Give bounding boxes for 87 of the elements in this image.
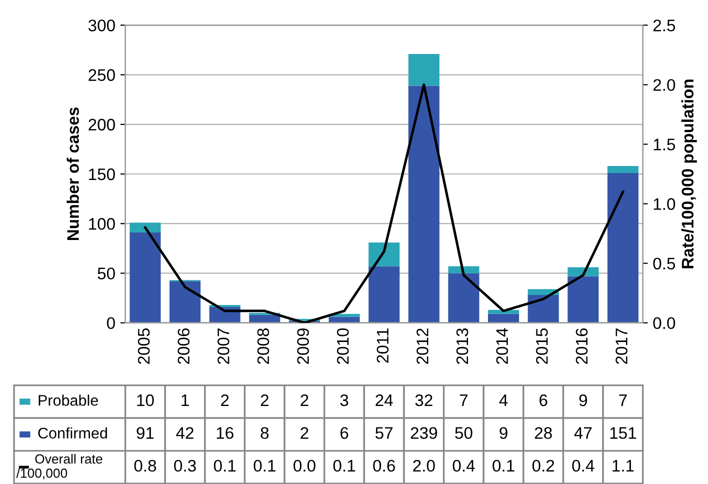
data-label: 42 [176, 427, 194, 439]
y-axis-title: Number of cases [66, 108, 79, 240]
y2-tick-label: 1.0 [654, 198, 676, 210]
data-label: 4 [499, 394, 508, 406]
legend-label: Overall rate /100,000 [16, 454, 102, 480]
data-label: 6 [540, 394, 548, 406]
x-tick-label: 2017 [616, 328, 628, 364]
y2-tick-label: 0.5 [653, 258, 676, 270]
bar [448, 273, 480, 323]
x-tick-label: 2012 [416, 328, 428, 364]
y-tick-label: 200 [88, 118, 115, 131]
data-label: 0.1 [254, 460, 276, 472]
legend-label: Probable [38, 394, 98, 406]
x-tick-label: 2015 [536, 328, 548, 364]
y2-tick-label: 1.5 [654, 138, 676, 150]
data-label: 28 [534, 427, 552, 439]
data-label: 50 [455, 427, 472, 439]
x-tick-label: 2008 [257, 328, 270, 364]
bar [368, 242, 400, 266]
bar [130, 232, 161, 323]
data-label: 7 [619, 394, 627, 406]
data-label: 0.8 [134, 460, 156, 472]
data-label: 0.4 [572, 460, 594, 472]
x-tick-label: 2013 [456, 328, 468, 364]
data-label: 2 [300, 427, 308, 439]
bar [408, 86, 440, 323]
data-label: 91 [136, 427, 154, 439]
x-tick-label: 2014 [496, 328, 508, 364]
x-tick-label: 2005 [138, 328, 150, 364]
data-label: 0.1 [492, 460, 514, 472]
line-series [144, 83, 624, 323]
data-label: 0.1 [333, 460, 356, 472]
data-label: 0.0 [294, 460, 316, 472]
data-label: 0.1 [214, 460, 236, 472]
y-tick-label: 250 [88, 69, 115, 81]
data-label: 9 [500, 427, 508, 439]
bar [130, 222, 161, 233]
y-tick-label: 100 [89, 218, 115, 230]
data-label: 2 [300, 394, 308, 406]
y2-axis-title: Rate/100,000 population [681, 80, 697, 268]
x-tick-label: 2016 [576, 328, 588, 364]
bar [368, 266, 400, 323]
bar [607, 166, 638, 174]
data-label: 10 [137, 394, 154, 406]
data-label: 239 [410, 427, 438, 439]
data-label: 0.4 [452, 460, 475, 472]
data-label: 7 [460, 394, 468, 406]
data-label: 47 [574, 427, 592, 439]
data-label: 2 [260, 394, 268, 406]
y-tick-label: 50 [98, 268, 115, 280]
y2-tick-label: 0.0 [653, 317, 676, 330]
bar [170, 281, 201, 323]
data-label: 8 [260, 427, 269, 439]
bar [607, 173, 638, 323]
data-label: 1 [182, 394, 189, 406]
data-label: 0.6 [373, 460, 395, 472]
data-label: 2 [221, 394, 229, 406]
data-label: 16 [216, 427, 234, 439]
x-tick-label: 2007 [218, 328, 230, 364]
bar [408, 54, 440, 86]
data-label: 57 [375, 427, 393, 439]
y2-tick-label: 2.0 [653, 79, 676, 91]
data-label: 24 [376, 394, 393, 406]
data-label: 0.3 [174, 460, 196, 472]
legend-label: Confirmed [38, 427, 107, 439]
data-label: 32 [415, 394, 432, 406]
bar [568, 276, 599, 323]
bar [249, 314, 280, 323]
data-label: 6 [340, 427, 348, 439]
data-label: 3 [340, 394, 348, 406]
x-tick-label: 2009 [297, 328, 309, 364]
data-label: 2.0 [413, 460, 435, 472]
data-label: 0.2 [532, 460, 554, 472]
y-tick-label: 300 [88, 20, 115, 32]
x-tick-label: 2011 [376, 328, 389, 363]
data-label: 151 [610, 427, 636, 439]
bar [328, 316, 360, 323]
bar [488, 310, 520, 314]
bar [528, 295, 559, 323]
y2-tick-label: 2.5 [653, 20, 676, 32]
data-label: 1.1 [612, 460, 634, 472]
y-tick-label: 0 [106, 317, 115, 330]
x-tick-label: 2010 [336, 328, 349, 364]
data-label: 9 [579, 394, 587, 406]
y-tick-label: 150 [89, 168, 115, 180]
bar [488, 314, 520, 323]
x-tick-label: 2006 [178, 328, 190, 364]
